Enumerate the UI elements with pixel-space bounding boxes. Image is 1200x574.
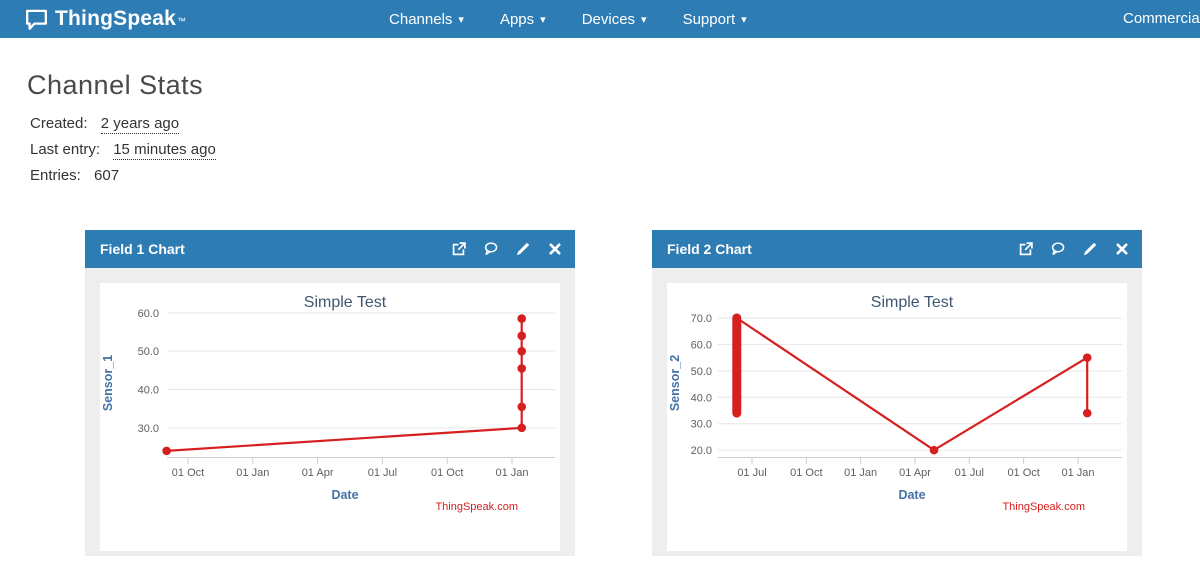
external-link-icon[interactable] xyxy=(1019,242,1033,256)
field1-chart-plot: 30.0 40.0 50.0 60.0 01 Oct 01 Jan 01 Apr 01 Jul… xyxy=(101,294,555,513)
svg-text:01 Jan: 01 Jan xyxy=(844,467,877,479)
close-icon[interactable] xyxy=(548,242,562,256)
external-link-icon[interactable] xyxy=(452,242,466,256)
svg-text:60.0: 60.0 xyxy=(138,308,159,320)
brand-trademark: ™ xyxy=(177,16,187,26)
field2-chart: 20.0 30.0 40.0 50.0 60.0 70.0 01 Jul 01 Oct 01 J… xyxy=(667,283,1127,551)
field2-panel-icons xyxy=(1019,242,1129,256)
svg-text:40.0: 40.0 xyxy=(691,392,712,404)
svg-text:01 Oct: 01 Oct xyxy=(172,467,204,479)
field1-chart: 30.0 40.0 50.0 60.0 01 Oct 01 Jan 01 Apr 01 Jul… xyxy=(100,283,560,551)
svg-text:01 Jul: 01 Jul xyxy=(737,467,766,479)
pencil-icon[interactable] xyxy=(516,242,530,256)
svg-text:20.0: 20.0 xyxy=(691,445,712,457)
page-title: Channel Stats xyxy=(27,70,204,100)
caret-down-icon: ▾ xyxy=(641,13,647,26)
field2-chart-plot: 20.0 30.0 40.0 50.0 60.0 70.0 01 Jul 01 Oct 01 J… xyxy=(668,294,1122,513)
svg-text:30.0: 30.0 xyxy=(691,419,712,431)
svg-text:01 Oct: 01 Oct xyxy=(1007,467,1039,479)
stat-last-entry-value[interactable]: 15 minutes ago xyxy=(113,141,216,160)
brand-logo[interactable]: ThingSpeak ™ xyxy=(25,7,186,31)
main-menu: Channels ▾ Apps ▾ Devices ▾ Support ▾ xyxy=(371,11,765,28)
svg-text:01 Jul: 01 Jul xyxy=(955,467,984,479)
svg-text:Sensor_2: Sensor_2 xyxy=(668,355,682,411)
nav-item-support[interactable]: Support ▾ xyxy=(682,10,747,28)
stat-last-entry: Last entry: 15 minutes ago xyxy=(30,141,1200,160)
thingspeak-bubble-icon xyxy=(26,9,48,30)
stat-entries: Entries: 607 xyxy=(30,167,1200,184)
stat-entries-value: 607 xyxy=(94,167,120,184)
stat-created-value[interactable]: 2 years ago xyxy=(100,115,180,134)
field2-panel-heading: Field 2 Chart xyxy=(652,230,1142,268)
field2-chart-panel: Field 2 Chart 20.0 30.0 40.0 50.0 60.0 70.0 01… xyxy=(652,230,1142,556)
close-icon[interactable] xyxy=(1115,242,1129,256)
nav-item-devices[interactable]: Devices ▾ xyxy=(581,10,647,28)
svg-text:Sensor_1: Sensor_1 xyxy=(101,355,115,411)
svg-text:70.0: 70.0 xyxy=(691,313,712,325)
comment-icon[interactable] xyxy=(484,242,498,256)
svg-text:ThingSpeak.com: ThingSpeak.com xyxy=(1002,501,1085,513)
field1-panel-heading: Field 1 Chart xyxy=(85,230,575,268)
svg-text:01 Apr: 01 Apr xyxy=(899,467,931,479)
svg-text:Simple Test: Simple Test xyxy=(304,294,387,311)
field1-chart-panel: Field 1 Chart 30.0 40.0 50.0 60.0 01 Oct 01 J… xyxy=(85,230,575,556)
svg-text:40.0: 40.0 xyxy=(138,385,159,397)
stat-created-label: Created: xyxy=(30,115,88,132)
stat-last-entry-label: Last entry: xyxy=(30,141,101,158)
stat-created: Created: 2 years ago xyxy=(30,115,1200,134)
nav-item-channels[interactable]: Channels ▾ xyxy=(389,10,464,28)
channel-stats: Created: 2 years ago Last entry: 15 minu… xyxy=(30,115,1200,184)
svg-text:01 Jan: 01 Jan xyxy=(495,467,528,479)
svg-text:01 Jan: 01 Jan xyxy=(236,467,269,479)
pencil-icon[interactable] xyxy=(1083,242,1097,256)
svg-text:60.0: 60.0 xyxy=(691,339,712,351)
svg-text:Date: Date xyxy=(898,488,925,502)
comment-icon[interactable] xyxy=(1051,242,1065,256)
svg-text:01 Oct: 01 Oct xyxy=(431,467,463,479)
svg-text:Date: Date xyxy=(331,488,358,502)
svg-text:50.0: 50.0 xyxy=(691,366,712,378)
navbar: ThingSpeak ™ Channels ▾ Apps ▾ Devices ▾ Su… xyxy=(0,0,1200,38)
field1-panel-body: 30.0 40.0 50.0 60.0 01 Oct 01 Jan 01 Apr 01 Jul… xyxy=(85,268,575,556)
brand-text: ThingSpeak xyxy=(55,7,177,30)
svg-text:30.0: 30.0 xyxy=(138,423,159,435)
field2-panel-title: Field 2 Chart xyxy=(667,241,752,257)
field1-panel-icons xyxy=(452,242,562,256)
caret-down-icon: ▾ xyxy=(540,13,546,26)
field1-panel-title: Field 1 Chart xyxy=(100,241,185,257)
nav-item-apps[interactable]: Apps ▾ xyxy=(499,10,546,28)
svg-text:50.0: 50.0 xyxy=(138,346,159,358)
svg-text:Simple Test: Simple Test xyxy=(871,294,954,311)
svg-text:01 Apr: 01 Apr xyxy=(302,467,334,479)
svg-text:01 Jan: 01 Jan xyxy=(1061,467,1094,479)
svg-text:01 Oct: 01 Oct xyxy=(790,467,822,479)
nav-item-commercial-use[interactable]: Commercial Use xyxy=(1123,10,1200,27)
svg-text:ThingSpeak.com: ThingSpeak.com xyxy=(435,501,518,513)
caret-down-icon: ▾ xyxy=(458,13,464,26)
field2-panel-body: 20.0 30.0 40.0 50.0 60.0 70.0 01 Jul 01 Oct 01 J… xyxy=(652,268,1142,556)
stat-entries-label: Entries: xyxy=(30,167,81,184)
caret-down-icon: ▾ xyxy=(741,13,747,26)
svg-text:01 Jul: 01 Jul xyxy=(368,467,397,479)
